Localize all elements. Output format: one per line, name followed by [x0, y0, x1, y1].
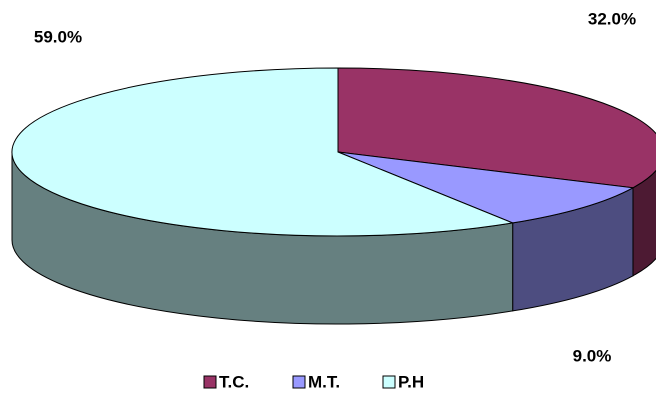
slice [337, 151, 635, 224]
legend-swatch [382, 375, 396, 389]
legend-label: M.T. [308, 372, 340, 391]
legend-label: P.H [398, 372, 424, 391]
legend-label: T.C. [219, 372, 249, 391]
slice [337, 67, 656, 189]
data-label: 32.0% [588, 9, 636, 28]
legend-swatch [203, 375, 217, 389]
slice [11, 67, 515, 237]
legend-swatch [292, 375, 306, 389]
data-label: 59.0% [34, 27, 82, 46]
data-label: 9.0% [573, 346, 612, 365]
